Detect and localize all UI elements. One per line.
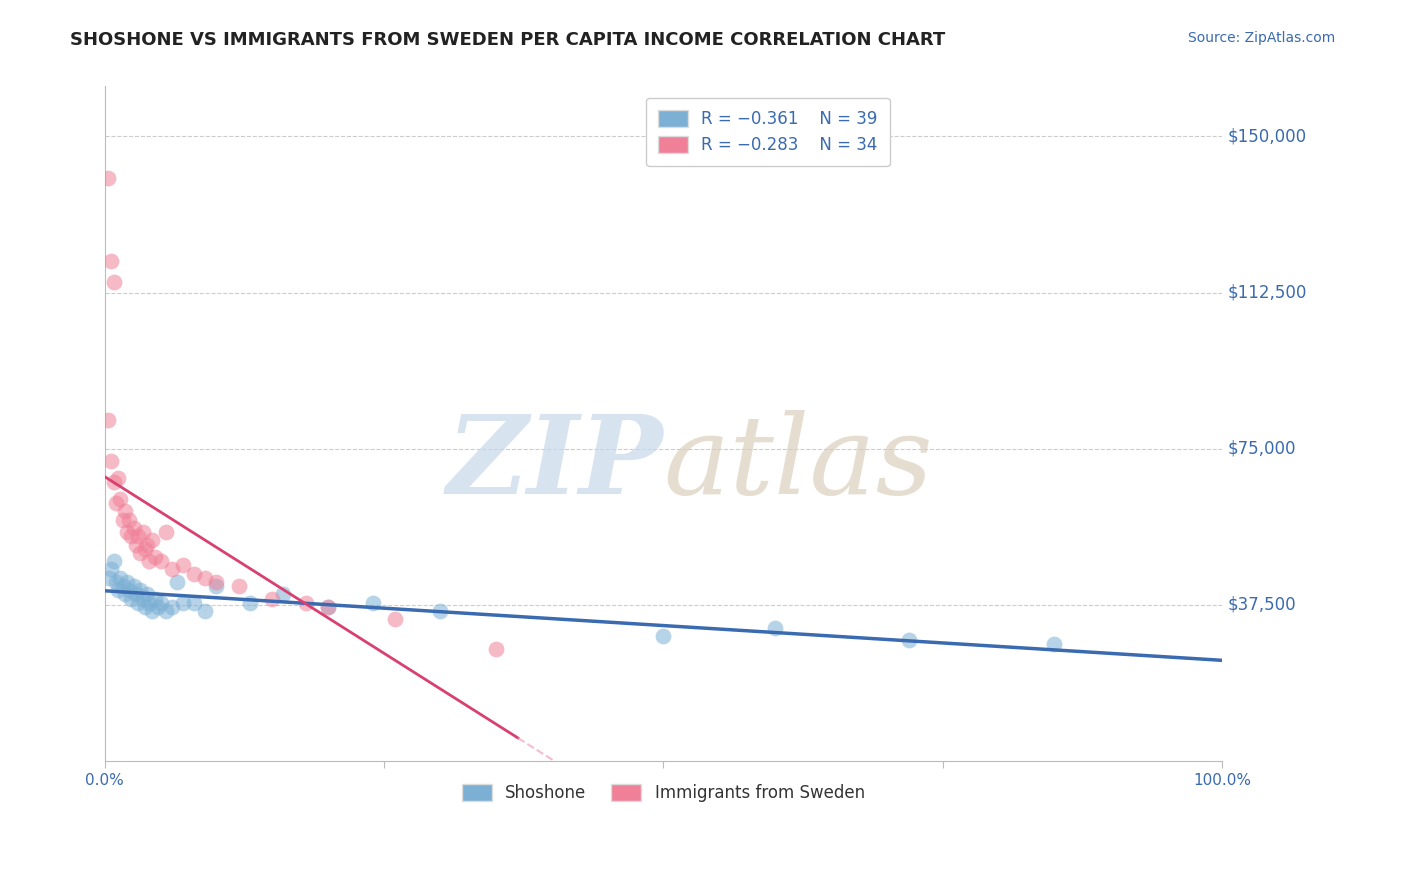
Text: $75,000: $75,000 bbox=[1227, 440, 1296, 458]
Point bbox=[898, 633, 921, 648]
Point bbox=[205, 579, 228, 593]
Point bbox=[141, 604, 163, 618]
Point bbox=[122, 521, 145, 535]
Point bbox=[134, 599, 156, 614]
Legend: Shoshone, Immigrants from Sweden: Shoshone, Immigrants from Sweden bbox=[450, 772, 876, 814]
Point bbox=[183, 566, 205, 581]
Point bbox=[127, 596, 149, 610]
Point bbox=[111, 512, 134, 526]
Point bbox=[125, 537, 148, 551]
Point bbox=[194, 604, 217, 618]
Point bbox=[160, 599, 183, 614]
Point bbox=[136, 587, 159, 601]
Point bbox=[103, 275, 125, 289]
Point bbox=[121, 529, 143, 543]
Point bbox=[273, 587, 295, 601]
Point bbox=[155, 604, 177, 618]
Text: $112,500: $112,500 bbox=[1227, 284, 1306, 301]
Point bbox=[103, 554, 125, 568]
Point bbox=[134, 541, 156, 556]
Point bbox=[97, 412, 120, 426]
Point bbox=[131, 591, 153, 606]
Point bbox=[141, 533, 163, 548]
Point bbox=[143, 591, 166, 606]
Point bbox=[129, 583, 152, 598]
Point bbox=[121, 591, 143, 606]
Point bbox=[118, 583, 141, 598]
Point bbox=[125, 587, 148, 601]
Point bbox=[127, 529, 149, 543]
Point bbox=[110, 571, 132, 585]
Point bbox=[104, 574, 127, 589]
Point bbox=[143, 549, 166, 564]
Point bbox=[485, 641, 508, 656]
Point bbox=[97, 171, 120, 186]
Point bbox=[763, 621, 786, 635]
Point bbox=[166, 574, 188, 589]
Point bbox=[115, 574, 138, 589]
Point bbox=[183, 596, 205, 610]
Point bbox=[149, 596, 172, 610]
Point bbox=[103, 475, 125, 489]
Point bbox=[104, 496, 127, 510]
Point bbox=[316, 599, 339, 614]
Point bbox=[172, 558, 194, 573]
Point bbox=[384, 612, 406, 626]
Point bbox=[172, 596, 194, 610]
Point bbox=[205, 574, 228, 589]
Point bbox=[107, 471, 129, 485]
Point bbox=[100, 454, 122, 468]
Point bbox=[148, 599, 170, 614]
Point bbox=[652, 629, 675, 643]
Point bbox=[316, 599, 339, 614]
Point bbox=[107, 583, 129, 598]
Point bbox=[98, 571, 121, 585]
Point bbox=[262, 591, 284, 606]
Text: Source: ZipAtlas.com: Source: ZipAtlas.com bbox=[1188, 31, 1336, 45]
Point bbox=[131, 524, 153, 539]
Text: SHOSHONE VS IMMIGRANTS FROM SWEDEN PER CAPITA INCOME CORRELATION CHART: SHOSHONE VS IMMIGRANTS FROM SWEDEN PER C… bbox=[70, 31, 946, 49]
Text: ZIP: ZIP bbox=[447, 410, 664, 518]
Point bbox=[138, 554, 160, 568]
Point bbox=[100, 254, 122, 268]
Point bbox=[110, 491, 132, 506]
Point bbox=[361, 596, 384, 610]
Point bbox=[149, 554, 172, 568]
Point bbox=[111, 579, 134, 593]
Point bbox=[114, 587, 136, 601]
Point bbox=[100, 562, 122, 576]
Point bbox=[160, 562, 183, 576]
Point bbox=[294, 596, 316, 610]
Text: $37,500: $37,500 bbox=[1227, 596, 1296, 614]
Text: atlas: atlas bbox=[664, 410, 932, 518]
Point bbox=[136, 537, 159, 551]
Point bbox=[194, 571, 217, 585]
Point bbox=[118, 512, 141, 526]
Point bbox=[239, 596, 262, 610]
Text: $150,000: $150,000 bbox=[1227, 128, 1306, 145]
Point bbox=[228, 579, 250, 593]
Point bbox=[138, 596, 160, 610]
Point bbox=[429, 604, 451, 618]
Point bbox=[115, 524, 138, 539]
Point bbox=[129, 546, 152, 560]
Point bbox=[114, 504, 136, 518]
Point bbox=[122, 579, 145, 593]
Point bbox=[155, 524, 177, 539]
Point bbox=[1043, 637, 1066, 651]
